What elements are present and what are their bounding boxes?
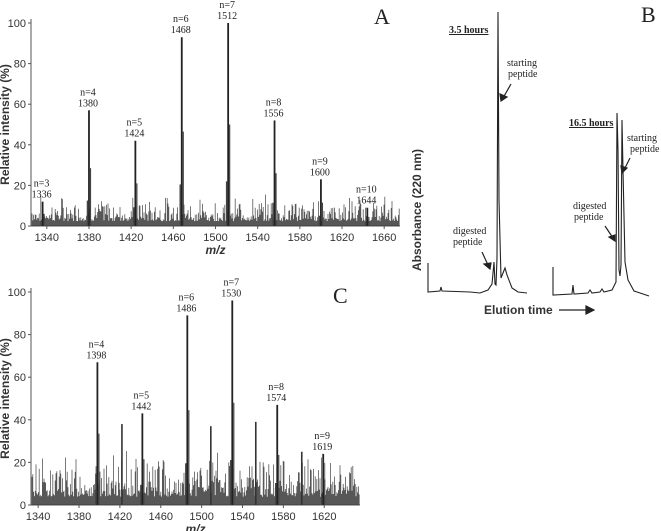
x-tick-label: 1500 — [189, 511, 213, 523]
peak-n-label: n=8 — [266, 97, 282, 108]
peak-n-label: n=5 — [127, 118, 143, 129]
peak-n-label: n=8 — [268, 382, 284, 393]
trace-1-starting-label: starting — [507, 58, 537, 69]
x-tick-label: 1620 — [330, 232, 354, 244]
x-tick-label: 1540 — [230, 511, 254, 523]
panel-a-spectrum: 0 20 40 60 80 100 1340 1380 1420 1460 1500 1540 1580… — [0, 0, 400, 257]
trace-1-line — [427, 11, 528, 294]
y-tick-label: 80 — [14, 330, 26, 342]
panel-b-ylabel: Absorbance (220 nm) — [410, 149, 424, 271]
peak-n-label: n=10 — [356, 185, 377, 196]
panel-b-label: B — [641, 2, 656, 27]
peak-n-label: n=4 — [80, 87, 96, 98]
y-tick-label: 0 — [20, 500, 26, 512]
annotation-arrows — [481, 83, 631, 315]
peak-mz-label: 1336 — [32, 190, 52, 201]
y-tick-label: 20 — [14, 180, 26, 192]
panel-c-label: C — [333, 283, 348, 308]
trace-2-digested-peptide-label: peptide — [574, 212, 604, 223]
x-tick-label: 1340 — [26, 511, 50, 523]
trace-2-time: 16.5 hours — [569, 118, 614, 129]
trace-1-digested-label: digested — [453, 226, 486, 237]
y-tick-label: 60 — [14, 99, 26, 111]
panel-b-xlabel: Elution time — [484, 303, 553, 317]
y-tick-label: 80 — [14, 59, 26, 71]
peak-n-label: n=6 — [179, 292, 195, 303]
peak-mz-label: 1442 — [131, 401, 151, 412]
x-tick-label: 1660 — [372, 232, 396, 244]
noise-baseline — [31, 194, 400, 226]
trace-2-line — [552, 112, 650, 297]
peak-mz-label: 1644 — [356, 196, 376, 207]
peak-n-label: n=7 — [219, 0, 235, 11]
y-axis-label: Relative intensity (%) — [0, 338, 12, 459]
peak-mz-label: 1574 — [266, 393, 286, 404]
x-tick-label: 1420 — [108, 511, 132, 523]
peak-mz-label: 1468 — [171, 25, 191, 36]
x-tick-label: 1620 — [312, 511, 336, 523]
y-tick-label: 40 — [14, 415, 26, 427]
peak-mz-label: 1486 — [176, 303, 196, 314]
y-tick-label: 20 — [14, 457, 26, 469]
x-axis-label: m/z — [185, 522, 205, 531]
trace-1-time: 3.5 hours — [449, 25, 489, 36]
x-tick-label: 1580 — [288, 232, 312, 244]
peak-mz-label: 1380 — [78, 98, 98, 109]
x-tick-label: 1500 — [203, 232, 227, 244]
x-tick-label: 1460 — [149, 511, 173, 523]
noise-baseline — [31, 451, 360, 505]
x-tick-label: 1340 — [35, 232, 59, 244]
peak-mz-label: 1398 — [86, 350, 106, 361]
panel-b-chromatogram: B Absorbance (220 nm) 3.5 hours 16.5 hou… — [410, 2, 660, 317]
peak-n-label: n=5 — [134, 390, 150, 401]
trace-2-starting-label: starting — [627, 133, 657, 144]
y-tick-label: 100 — [8, 18, 26, 30]
trace-2-digested-label: digested — [573, 201, 606, 212]
panel-c-spectrum: 0 20 40 60 80 100 1340 1380 1420 1460 1500 1540 1580… — [0, 278, 360, 531]
x-tick-label: 1380 — [77, 232, 101, 244]
peak-mz-label: 1512 — [217, 11, 237, 22]
x-tick-label: 1380 — [67, 511, 91, 523]
x-tick-label: 1460 — [161, 232, 185, 244]
y-axis-label: Relative intensity (%) — [0, 64, 12, 185]
x-tick-label: 1540 — [245, 232, 269, 244]
peak-mz-label: 1600 — [310, 167, 330, 178]
peak-n-label: n=9 — [312, 156, 328, 167]
trace-1-peptide-label: peptide — [508, 69, 538, 80]
peak-n-label: n=6 — [173, 14, 189, 25]
panel-a-label: A — [374, 4, 390, 29]
peak-n-label: n=3 — [34, 179, 50, 190]
y-tick-label: 40 — [14, 140, 26, 152]
y-tick-label: 0 — [20, 221, 26, 233]
x-tick-label: 1580 — [271, 511, 295, 523]
peak-mz-label: 1530 — [221, 289, 241, 300]
x-axis-label: m/z — [205, 243, 225, 257]
peak-n-label: n=4 — [89, 339, 105, 350]
y-tick-label: 60 — [14, 372, 26, 384]
y-tick-label: 100 — [8, 287, 26, 299]
peak-mz-label: 1556 — [264, 108, 284, 119]
peak-mz-label: 1619 — [312, 442, 332, 453]
trace-1-digested-peptide-label: peptide — [453, 237, 483, 248]
trace-2-peptide-label: peptide — [630, 144, 660, 155]
x-tick-label: 1420 — [119, 232, 143, 244]
peak-n-label: n=9 — [314, 431, 330, 442]
peak-mz-label: 1424 — [124, 129, 144, 140]
peak-n-label: n=7 — [223, 278, 239, 289]
